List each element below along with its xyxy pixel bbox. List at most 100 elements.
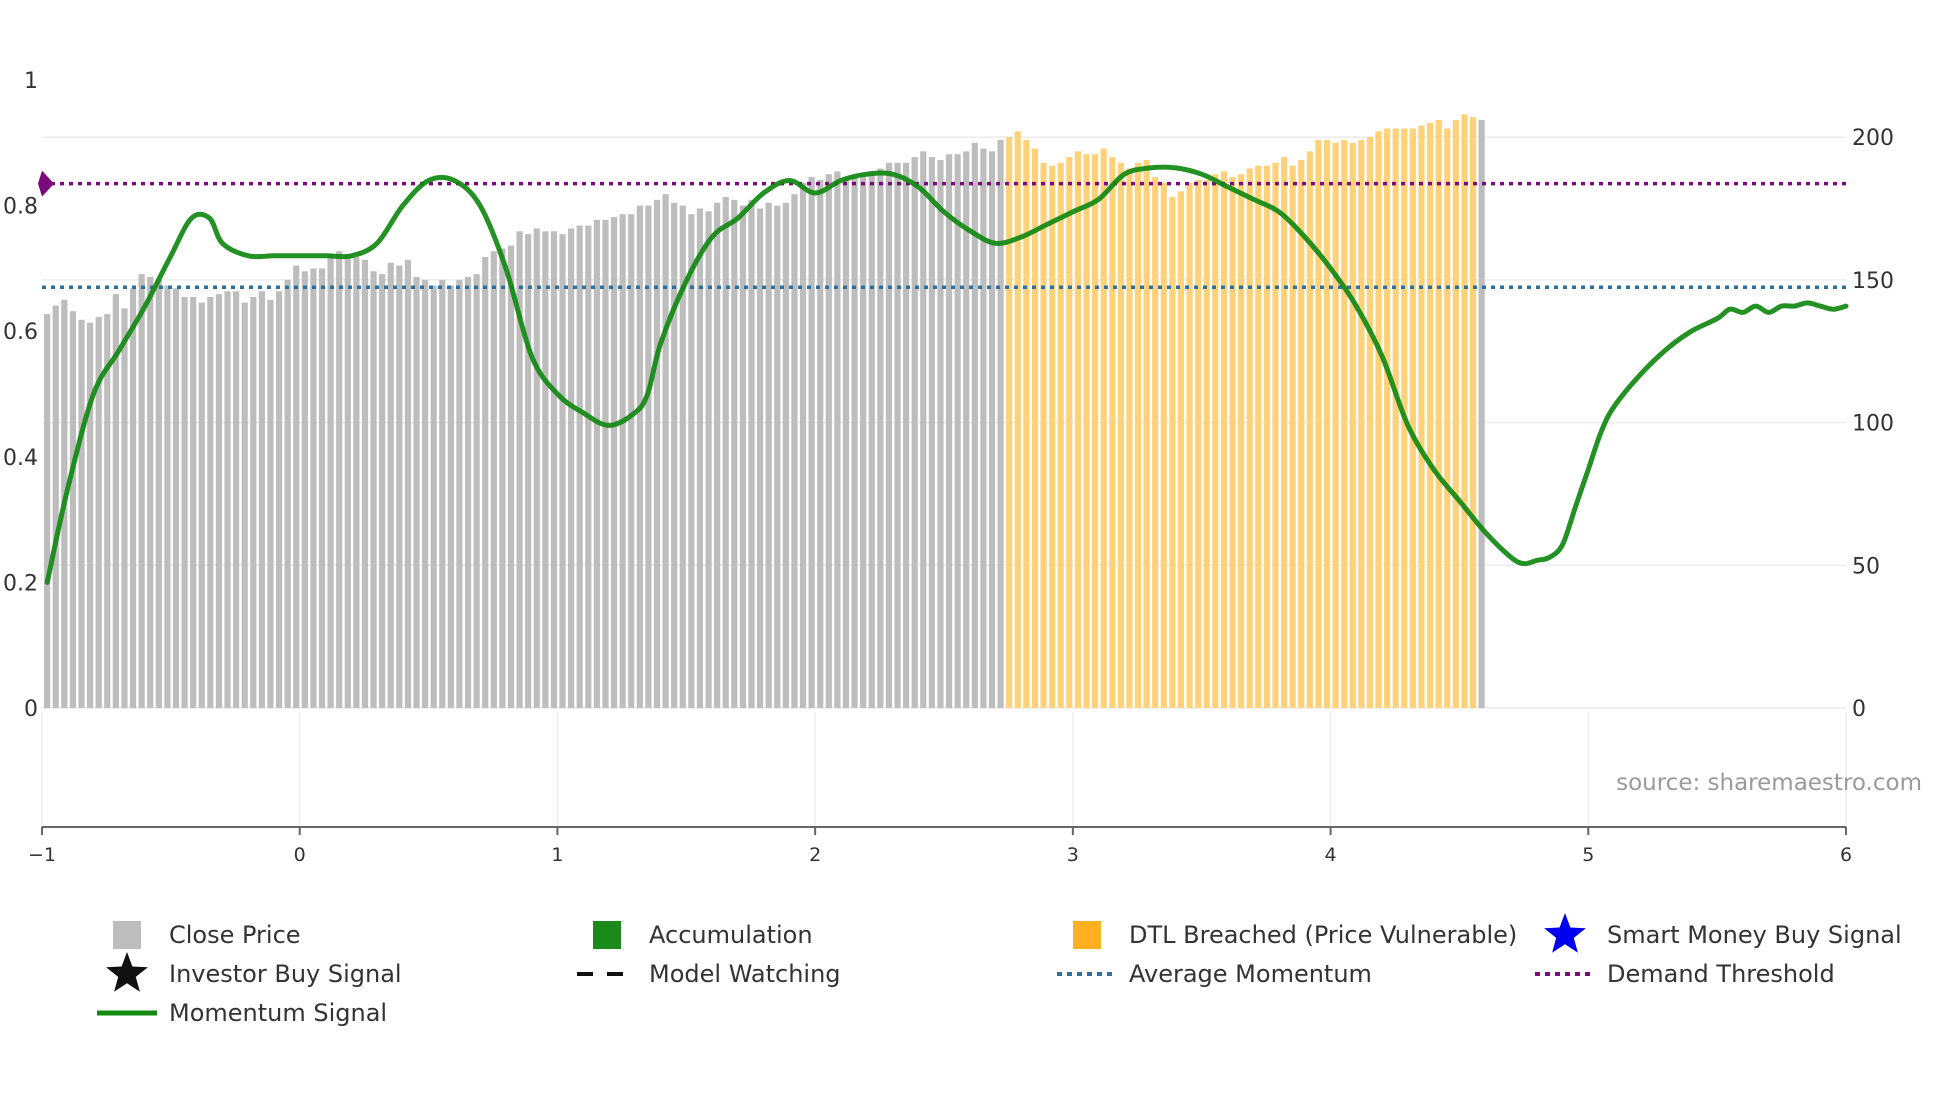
- close-price-bar[interactable]: [851, 177, 858, 709]
- close-price-bar[interactable]: [808, 177, 815, 709]
- dtl-breached-bar[interactable]: [1177, 191, 1185, 708]
- close-price-bar[interactable]: [379, 274, 386, 708]
- source-label[interactable]: source: sharemaestro.com: [1616, 770, 1922, 796]
- close-price-bar[interactable]: [413, 276, 420, 708]
- dtl-breached-bar[interactable]: [1392, 128, 1399, 708]
- close-price-bar[interactable]: [430, 285, 437, 708]
- dtl-breached-bar[interactable]: [1006, 137, 1013, 709]
- dtl-breached-bar[interactable]: [1040, 162, 1047, 708]
- dtl-breached-bar[interactable]: [1323, 139, 1331, 708]
- close-price-bar[interactable]: [671, 202, 678, 708]
- close-price-bar[interactable]: [69, 311, 77, 708]
- close-price-bar[interactable]: [336, 251, 343, 708]
- close-price-bar[interactable]: [748, 199, 755, 708]
- close-price-bar[interactable]: [78, 319, 85, 708]
- close-price-bar[interactable]: [885, 162, 893, 708]
- close-price-bar[interactable]: [267, 299, 274, 708]
- dtl-breached-bar[interactable]: [1229, 177, 1236, 709]
- close-price-bar[interactable]: [662, 194, 669, 708]
- legend-label-smart-money-buy-signal[interactable]: Smart Money Buy Signal: [1607, 921, 1902, 949]
- close-price-bar[interactable]: [181, 296, 188, 708]
- close-price-bar[interactable]: [164, 285, 171, 708]
- dtl-breached-bar[interactable]: [1435, 119, 1442, 708]
- close-price-bar[interactable]: [172, 288, 180, 708]
- legend-label-average-momentum[interactable]: Average Momentum: [1129, 960, 1372, 988]
- close-price-bar[interactable]: [138, 274, 145, 708]
- close-price-bar[interactable]: [877, 168, 884, 709]
- dtl-breached-bar[interactable]: [1092, 154, 1099, 709]
- dtl-breached-bar[interactable]: [1220, 171, 1228, 709]
- dtl-breached-bar[interactable]: [1341, 139, 1348, 708]
- close-price-bar[interactable]: [121, 308, 128, 708]
- close-price-bar[interactable]: [679, 205, 686, 708]
- close-price-bar[interactable]: [95, 316, 102, 708]
- legend-label-accumulation[interactable]: Accumulation: [649, 921, 813, 949]
- dtl-breached-bar[interactable]: [1100, 148, 1107, 708]
- close-price-bar[interactable]: [722, 197, 729, 709]
- close-price-bar[interactable]: [404, 259, 412, 708]
- dtl-breached-bar[interactable]: [1349, 142, 1356, 709]
- close-price-bar[interactable]: [516, 231, 523, 709]
- dtl-breached-bar[interactable]: [1074, 151, 1081, 709]
- close-price-bar[interactable]: [928, 157, 935, 708]
- close-price-bar[interactable]: [250, 296, 257, 708]
- close-price-bar[interactable]: [439, 279, 446, 708]
- close-price-bar[interactable]: [988, 151, 996, 709]
- close-price-bar[interactable]: [937, 159, 944, 708]
- dtl-breached-bar[interactable]: [1315, 139, 1322, 708]
- legend-label-close-price[interactable]: Close Price: [169, 921, 301, 949]
- dtl-breached-bar[interactable]: [1169, 197, 1176, 709]
- close-price-bar[interactable]: [714, 202, 721, 708]
- close-price-bar[interactable]: [696, 208, 704, 708]
- close-price-bar[interactable]: [422, 279, 429, 708]
- close-price-bar[interactable]: [87, 322, 94, 708]
- dtl-breached-bar[interactable]: [1203, 179, 1210, 708]
- close-price-bar[interactable]: [911, 157, 918, 708]
- close-price-bar[interactable]: [396, 265, 403, 708]
- close-price-bar[interactable]: [825, 174, 832, 708]
- close-price-bar[interactable]: [155, 279, 162, 708]
- dtl-breached-bar[interactable]: [1366, 137, 1374, 709]
- close-price-bar[interactable]: [791, 194, 798, 708]
- close-price-bar[interactable]: [610, 217, 618, 708]
- close-price-bar[interactable]: [834, 171, 841, 709]
- close-price-bar[interactable]: [645, 205, 652, 708]
- dtl-breached-bar[interactable]: [1031, 148, 1039, 708]
- dtl-breached-bar[interactable]: [1160, 182, 1167, 708]
- close-price-bar[interactable]: [868, 171, 875, 709]
- close-price-bar[interactable]: [353, 256, 360, 708]
- close-price-bar[interactable]: [542, 231, 549, 709]
- close-price-bar[interactable]: [842, 177, 850, 709]
- dtl-breached-bar[interactable]: [1409, 128, 1416, 708]
- dtl-breached-bar[interactable]: [1057, 162, 1064, 708]
- close-price-bar[interactable]: [559, 234, 566, 708]
- close-price-bar[interactable]: [1478, 119, 1485, 708]
- close-price-bar[interactable]: [318, 268, 326, 708]
- close-price-bar[interactable]: [568, 228, 575, 708]
- dtl-breached-bar[interactable]: [1014, 131, 1021, 708]
- dtl-breached-bar[interactable]: [1444, 128, 1451, 708]
- legend-label-model-watching[interactable]: Model Watching: [649, 960, 841, 988]
- dtl-breached-bar[interactable]: [1066, 157, 1073, 708]
- dtl-breached-bar[interactable]: [1186, 182, 1193, 708]
- dtl-breached-bar[interactable]: [1418, 125, 1425, 709]
- dtl-breached-bar[interactable]: [1426, 122, 1434, 708]
- close-price-bar[interactable]: [894, 162, 901, 708]
- dtl-breached-bar[interactable]: [1452, 119, 1459, 708]
- close-price-bar[interactable]: [860, 174, 867, 708]
- close-price-bar[interactable]: [293, 265, 300, 708]
- close-price-bar[interactable]: [190, 296, 197, 708]
- close-price-bar[interactable]: [387, 262, 394, 708]
- dtl-breached-bar[interactable]: [1255, 165, 1262, 708]
- dtl-breached-bar[interactable]: [1469, 117, 1477, 709]
- close-price-bar[interactable]: [593, 219, 600, 708]
- dtl-breached-bar[interactable]: [1109, 157, 1116, 708]
- dtl-breached-bar[interactable]: [1298, 159, 1305, 708]
- dtl-breached-bar[interactable]: [1195, 179, 1202, 708]
- close-price-bar[interactable]: [258, 291, 265, 708]
- close-price-bar[interactable]: [774, 205, 781, 708]
- close-price-bar[interactable]: [782, 202, 789, 708]
- dtl-breached-bar[interactable]: [1263, 165, 1270, 708]
- close-price-bar[interactable]: [954, 154, 961, 709]
- close-price-bar[interactable]: [370, 271, 377, 708]
